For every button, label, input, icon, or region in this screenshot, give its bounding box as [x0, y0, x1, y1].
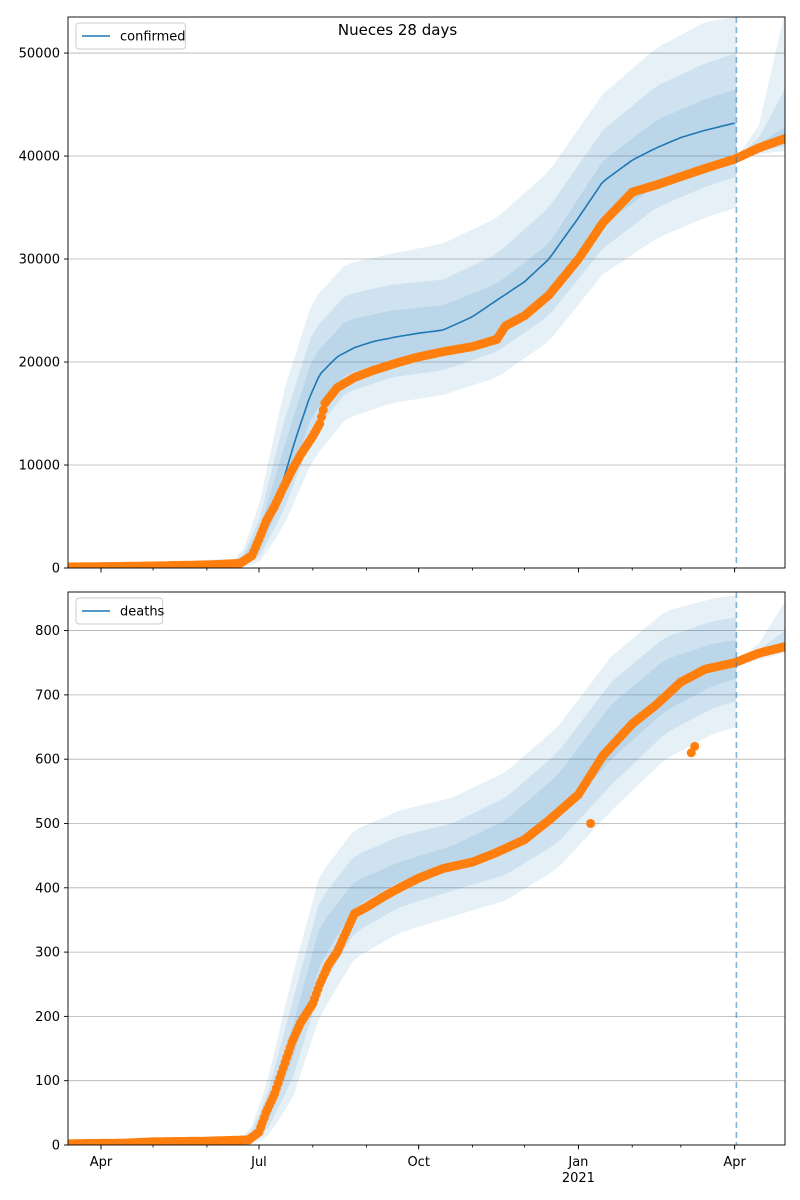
x-tick-label: Apr [90, 1155, 113, 1170]
y-tick-label: 40000 [19, 150, 60, 165]
y-tick-label: 700 [35, 688, 60, 703]
observed-series [68, 134, 785, 568]
x-tick-sublabel: 2021 [562, 1171, 595, 1186]
y-tick-label: 0 [52, 562, 60, 577]
observed-outlier-point [586, 818, 596, 828]
legend-box [75, 22, 186, 50]
y-tick-label: 500 [35, 817, 60, 832]
observed-point [317, 412, 326, 422]
observed-point [780, 134, 785, 143]
x-tick-label: Jul [250, 1155, 267, 1170]
y-tick-label: 300 [35, 946, 60, 961]
observed-point [318, 405, 328, 415]
y-tick-label: 400 [35, 881, 60, 896]
x-tick-label: Apr [723, 1155, 746, 1170]
y-tick-label: 0 [52, 1139, 60, 1154]
plot-area [68, 592, 785, 1145]
x-tick-label: Oct [407, 1155, 429, 1170]
y-tick-label: 600 [35, 753, 60, 768]
forecast-band-3 [68, 640, 737, 1145]
legend-box [75, 597, 164, 625]
plot-area [68, 17, 785, 568]
axes-frame [67, 591, 786, 1146]
axes-frame [67, 16, 786, 569]
x-tick-label: Jan [567, 1155, 588, 1170]
forecast-band-2 [68, 617, 737, 1145]
y-tick-label: 30000 [19, 253, 60, 268]
observed-point [780, 642, 785, 652]
legend: deaths [75, 597, 165, 625]
observed-series [68, 642, 785, 1145]
chart-panel-2: 0 100 200 300 400 500 600 700 800 Apr Jul Oct Jan202… [35, 591, 786, 1186]
forecast-band-1 [68, 595, 737, 1145]
y-tick-label: 100 [35, 1074, 60, 1089]
legend-label: confirmed [120, 30, 186, 45]
y-tick-label: 800 [35, 624, 60, 639]
forecast-band-2 [68, 53, 737, 568]
observed-outlier-point [690, 741, 700, 751]
legend-label: deaths [120, 605, 165, 620]
y-tick-label: 10000 [19, 459, 60, 474]
chart-panel-1: 0 10000 20000 30000 40000 50000 confirmed [19, 16, 786, 577]
y-tick-label: 50000 [19, 47, 60, 62]
figure-title: Nueces 28 days [337, 21, 458, 39]
y-tick-label: 20000 [19, 356, 60, 371]
forecast-band-3 [68, 89, 737, 568]
y-tick-label: 200 [35, 1010, 60, 1025]
projection-band-1 [736, 17, 785, 161]
legend: confirmed [75, 22, 186, 50]
forecast-band-1 [68, 17, 737, 568]
observed-point [315, 419, 325, 429]
